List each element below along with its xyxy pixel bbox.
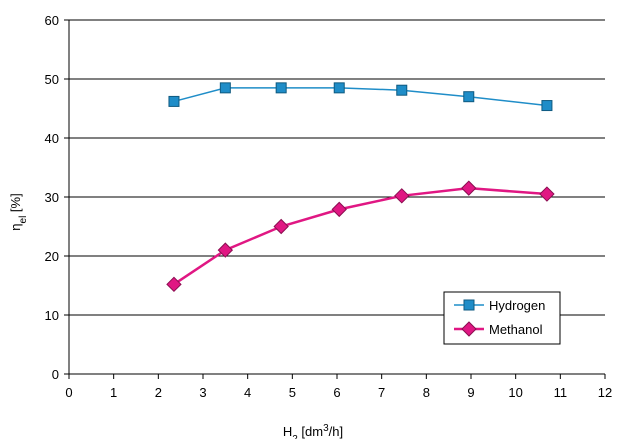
data-point-hydrogen (219, 82, 231, 94)
x-tick-label: 3 (199, 385, 206, 400)
legend: Hydrogen Methanol (443, 291, 561, 345)
y-axis-label: ηel [%] (8, 193, 29, 230)
data-point-hydrogen (463, 91, 475, 103)
x-tick-label: 9 (467, 385, 474, 400)
data-point-hydrogen (168, 95, 180, 107)
legend-box (443, 291, 561, 345)
legend-item-hydrogen: Hydrogen (454, 298, 545, 313)
x-tick-label: 4 (244, 385, 251, 400)
legend-marker-square-icon (463, 299, 475, 311)
y-tick-label: 40 (45, 131, 59, 146)
series-methanol (166, 180, 555, 293)
y-tick-label: 30 (45, 190, 59, 205)
series-hydrogen (168, 82, 553, 112)
x-tick-label: 8 (423, 385, 430, 400)
data-point-methanol (273, 218, 289, 235)
x-tick-label: 5 (289, 385, 296, 400)
data-point-hydrogen (396, 84, 408, 96)
data-point-methanol (539, 186, 555, 202)
y-tick-label: 0 (52, 367, 59, 382)
legend-item-methanol: Methanol (454, 321, 543, 337)
x-tick-label: 10 (508, 385, 522, 400)
y-ticks: 0 10 20 30 40 50 60 (45, 13, 69, 382)
legend-label-methanol: Methanol (489, 322, 543, 337)
x-tick-label: 7 (378, 385, 385, 400)
x-tick-label: 12 (598, 385, 612, 400)
series-line-methanol (173, 186, 548, 286)
gridlines (69, 19, 605, 316)
x-tick-label: 2 (155, 385, 162, 400)
y-tick-label: 50 (45, 72, 59, 87)
x-tick-label: 1 (110, 385, 117, 400)
data-point-methanol (217, 242, 234, 258)
x-axis-label: H2 [dm3/h] (283, 423, 343, 439)
x-tick-label: 0 (65, 385, 72, 400)
data-point-hydrogen (333, 82, 345, 94)
series-lines (166, 82, 555, 293)
x-tick-label: 11 (554, 385, 568, 400)
data-point-methanol (166, 276, 182, 293)
legend-marker-diamond-icon (461, 321, 477, 337)
data-point-hydrogen (541, 100, 553, 112)
data-point-methanol (394, 188, 410, 204)
y-tick-label: 60 (45, 13, 59, 28)
legend-label-hydrogen: Hydrogen (489, 298, 545, 313)
y-tick-label: 10 (45, 308, 59, 323)
x-ticks: 0 1 2 3 4 5 6 7 8 9 10 11 12 (65, 374, 612, 400)
data-point-methanol (461, 180, 477, 196)
x-tick-label: 6 (333, 385, 340, 400)
data-point-methanol (331, 201, 347, 218)
data-point-hydrogen (275, 82, 287, 94)
y-tick-label: 20 (45, 249, 59, 264)
